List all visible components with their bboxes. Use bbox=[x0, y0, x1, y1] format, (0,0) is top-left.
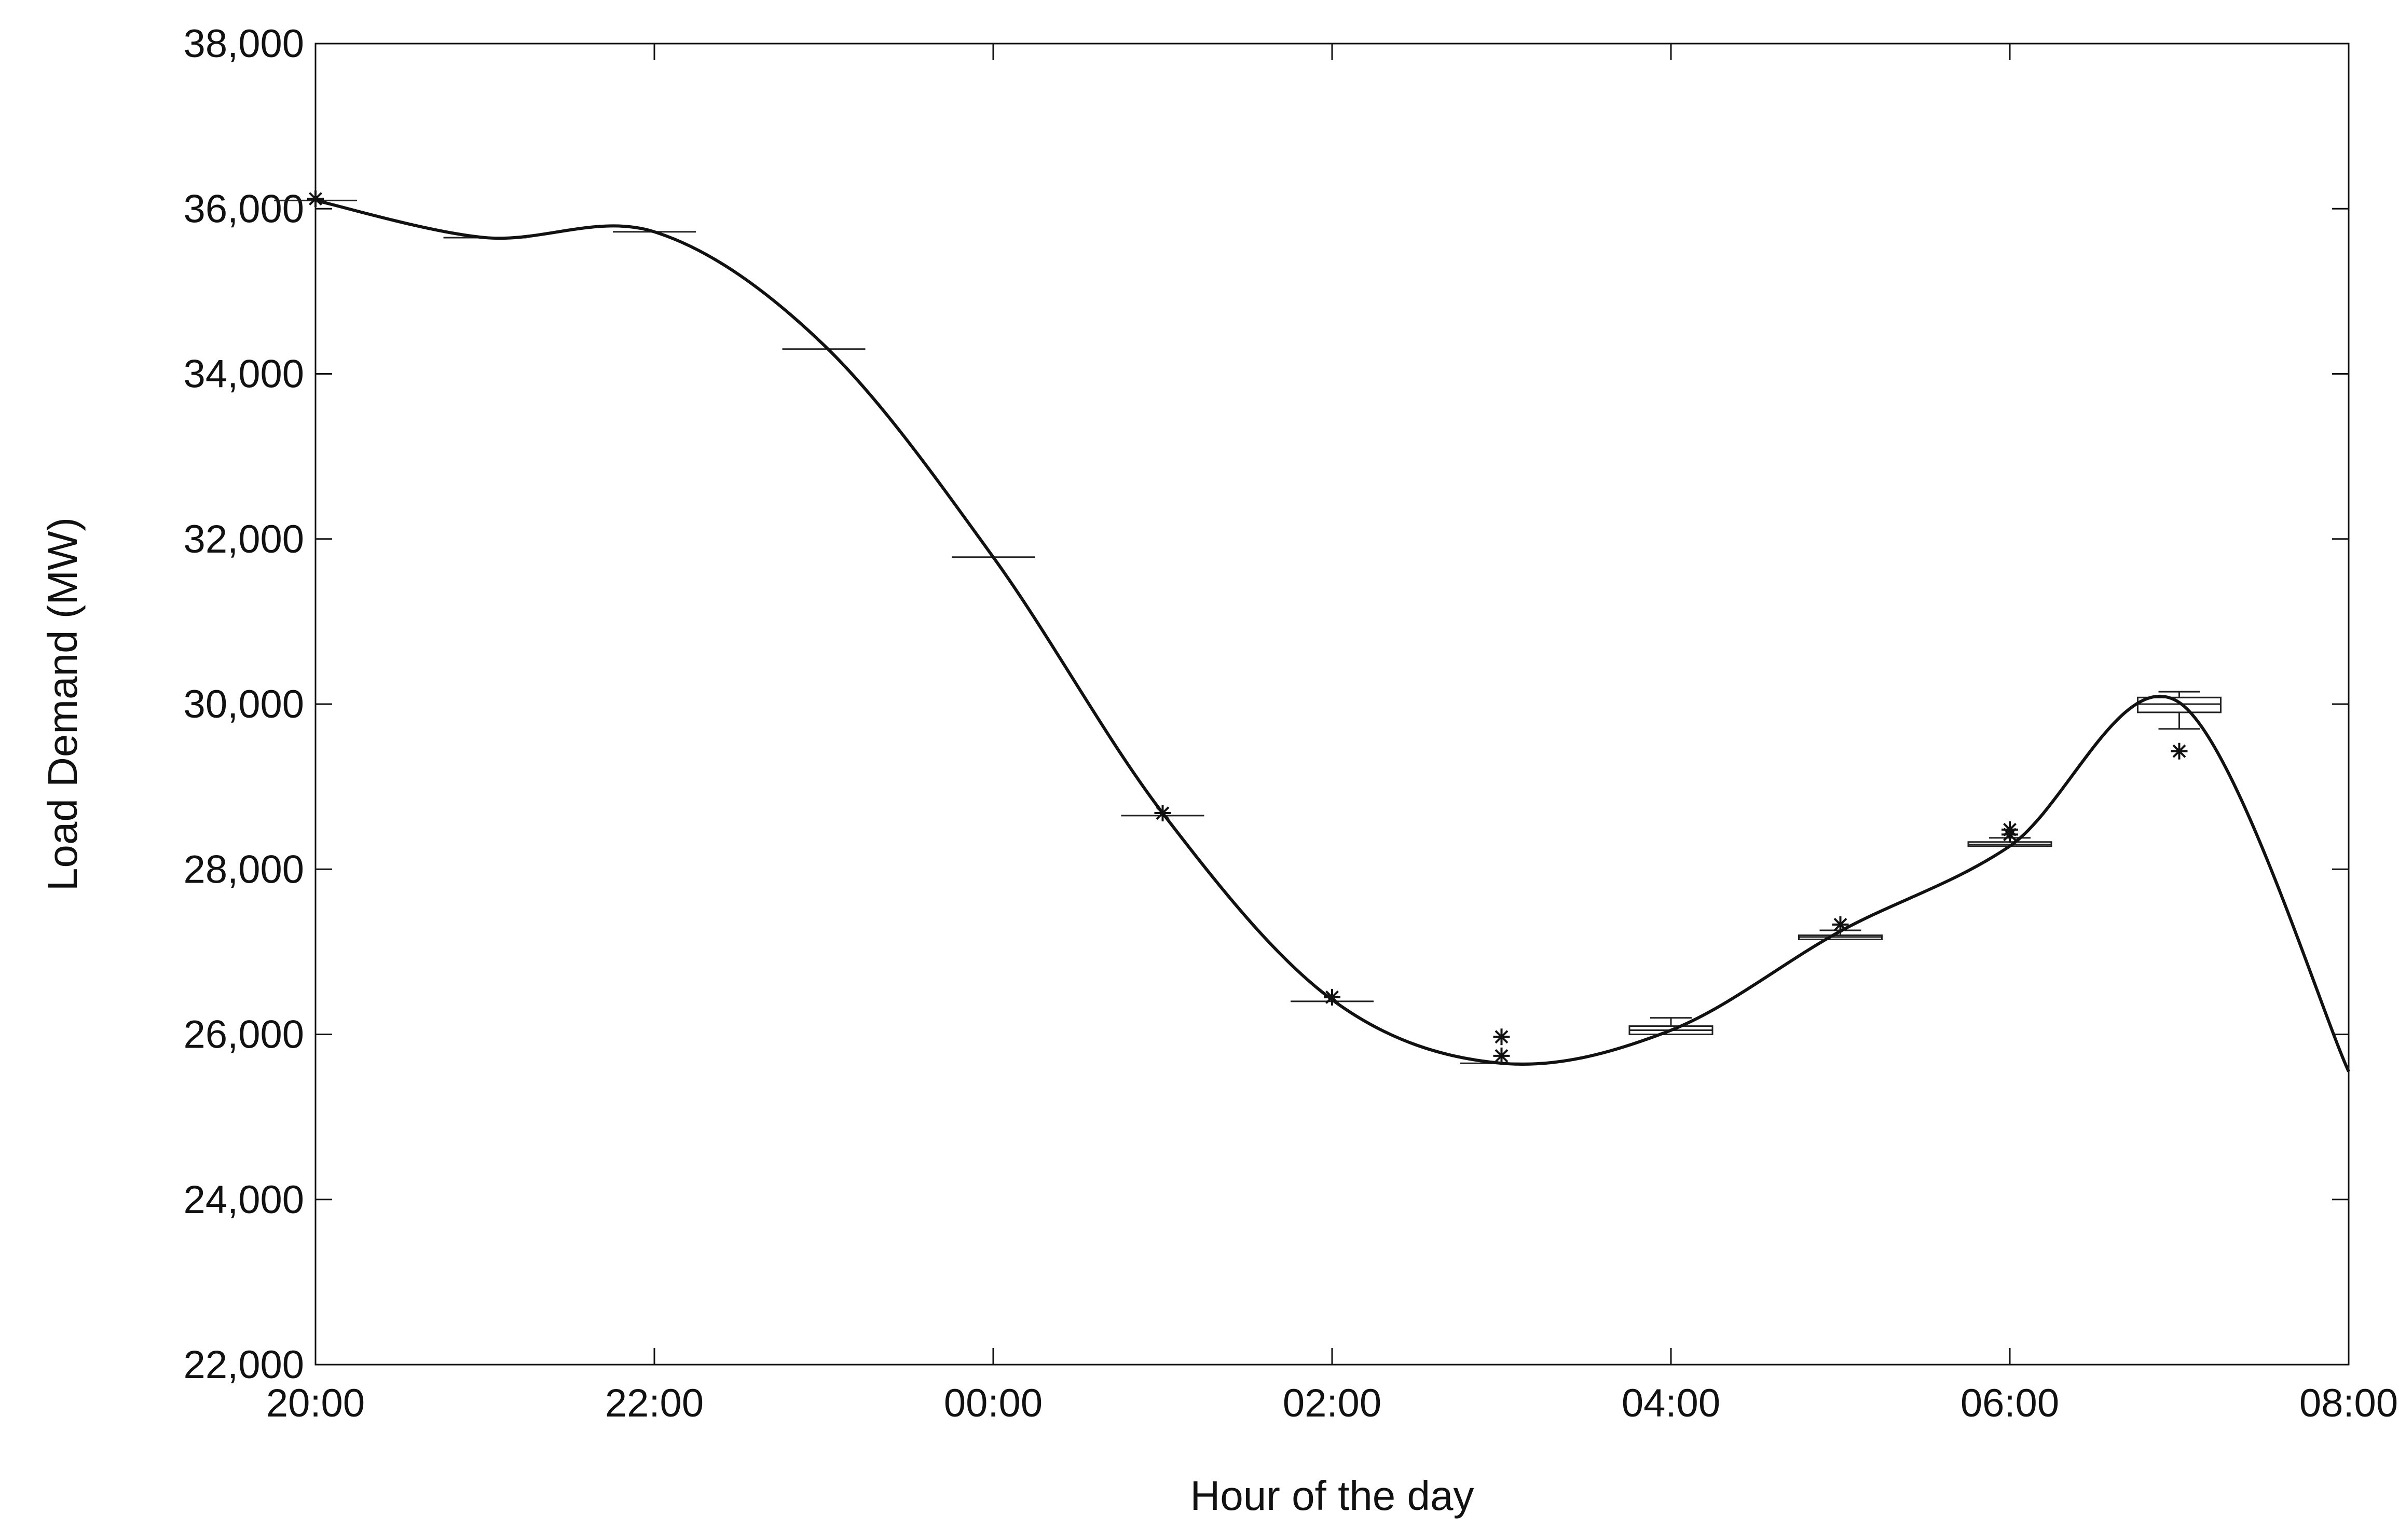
y-axis-title: Load Demand (MW) bbox=[39, 517, 86, 891]
outlier-markers bbox=[307, 190, 2188, 1064]
outlier-marker bbox=[1154, 805, 1171, 822]
y-tick-label: 30,000 bbox=[184, 682, 304, 726]
x-tick-label: 20:00 bbox=[266, 1381, 365, 1425]
x-tick-label: 22:00 bbox=[605, 1381, 704, 1425]
plot-frame bbox=[314, 43, 2350, 1366]
y-tick-labels: 22,000 24,000 26,000 28,000 30,000 32,000 34,0… bbox=[184, 22, 304, 1387]
y-tick-label: 32,000 bbox=[184, 517, 304, 561]
outlier-marker bbox=[307, 190, 324, 208]
y-tick-label: 28,000 bbox=[184, 847, 304, 891]
y-tick-label: 24,000 bbox=[184, 1178, 304, 1222]
x-tick-label: 04:00 bbox=[1622, 1381, 1720, 1425]
outlier-marker bbox=[2002, 826, 2018, 843]
outlier-marker bbox=[1832, 916, 1849, 933]
x-axis-title: Hour of the day bbox=[1190, 1473, 1474, 1519]
y-tick-label: 34,000 bbox=[184, 352, 304, 396]
y-tick-label: 26,000 bbox=[184, 1013, 304, 1057]
y-tick-label: 22,000 bbox=[184, 1343, 304, 1387]
outlier-marker bbox=[1324, 988, 1340, 1006]
x-tick-label: 00:00 bbox=[944, 1381, 1043, 1425]
outlier-marker bbox=[1493, 1028, 1510, 1046]
fitted-curve bbox=[315, 199, 2350, 1072]
box-plots bbox=[274, 199, 2222, 1064]
axis-ticks bbox=[314, 43, 2350, 1366]
x-tick-labels: 20:00 22:00 00:00 02:00 04:00 06:00 08:00 bbox=[266, 1381, 2398, 1425]
y-tick-label: 36,000 bbox=[184, 187, 304, 231]
outlier-marker bbox=[2171, 742, 2188, 760]
x-tick-label: 02:00 bbox=[1283, 1381, 1381, 1425]
y-tick-label: 38,000 bbox=[184, 22, 304, 66]
x-tick-label: 06:00 bbox=[1961, 1381, 2059, 1425]
x-tick-label: 08:00 bbox=[2299, 1381, 2398, 1425]
iqr-box bbox=[2137, 696, 2222, 713]
outlier-marker bbox=[1493, 1047, 1510, 1064]
